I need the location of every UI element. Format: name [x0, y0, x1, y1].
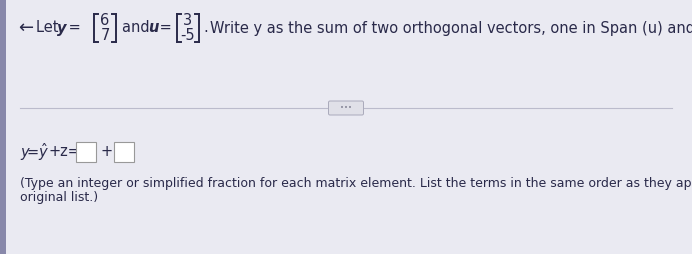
- Text: $\hat{y}$: $\hat{y}$: [38, 141, 49, 163]
- Text: -5: -5: [181, 28, 195, 43]
- Text: Let: Let: [36, 21, 63, 36]
- Text: +: +: [101, 145, 113, 160]
- Text: original list.): original list.): [20, 192, 98, 204]
- Text: +z=: +z=: [48, 145, 80, 160]
- Text: =: =: [27, 145, 39, 160]
- Bar: [0, 0, 6, 254]
- Text: y: y: [20, 145, 28, 160]
- Text: =: =: [155, 21, 172, 36]
- FancyBboxPatch shape: [329, 101, 363, 115]
- Text: and: and: [122, 21, 154, 36]
- Text: ←: ←: [18, 19, 33, 37]
- Text: •••: •••: [340, 105, 352, 111]
- Text: y: y: [57, 21, 66, 36]
- Text: u: u: [148, 21, 158, 36]
- Text: (Type an integer or simplified fraction for each matrix element. List the terms : (Type an integer or simplified fraction …: [20, 177, 692, 189]
- Text: Write y as the sum of two orthogonal vectors, one in Span (u) and one orthogonal: Write y as the sum of two orthogonal vec…: [210, 21, 692, 36]
- Text: 7: 7: [100, 28, 110, 43]
- Text: 6: 6: [100, 13, 109, 28]
- Bar: [114, 142, 134, 162]
- Text: .: .: [203, 21, 208, 36]
- Bar: [76, 142, 96, 162]
- Text: =: =: [64, 21, 81, 36]
- Text: 3: 3: [183, 13, 192, 28]
